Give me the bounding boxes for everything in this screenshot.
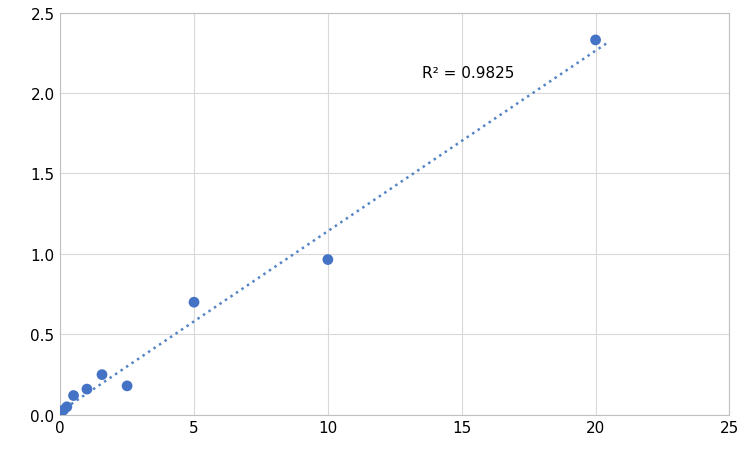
Point xyxy=(590,37,602,45)
Point xyxy=(54,410,66,417)
Point xyxy=(61,403,73,410)
Point xyxy=(68,392,80,399)
Text: R² = 0.9825: R² = 0.9825 xyxy=(422,66,514,81)
Point xyxy=(96,371,108,378)
Point xyxy=(57,406,69,414)
Point xyxy=(322,256,334,263)
Point xyxy=(81,386,93,393)
Point xyxy=(188,299,200,306)
Point xyxy=(121,382,133,390)
